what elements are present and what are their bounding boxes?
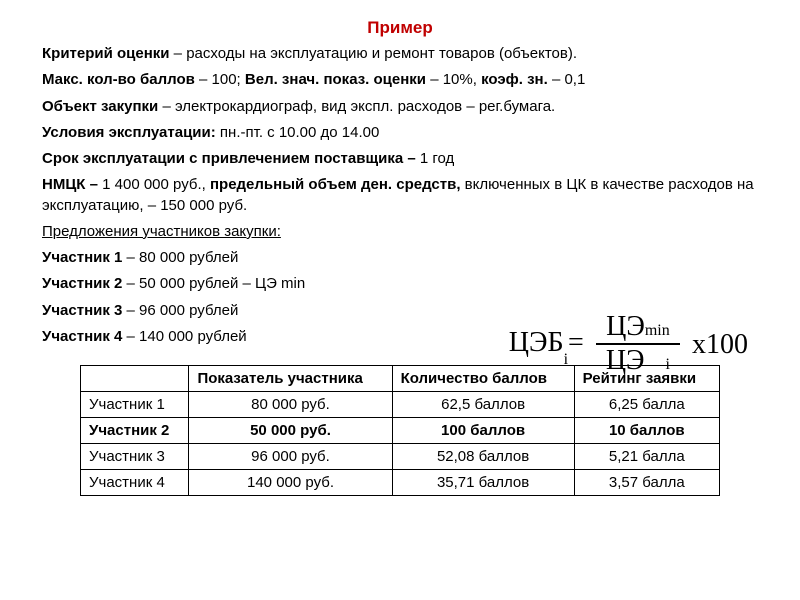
term-text: 1 год xyxy=(416,150,455,167)
formula-den-sub: i xyxy=(666,356,670,373)
participant-3-value: – 96 000 рублей xyxy=(122,302,238,319)
participant-2: Участник 2 – 50 000 рублей – ЦЭ min xyxy=(42,274,758,294)
term-line: Срок эксплуатации с привлечением поставщ… xyxy=(42,149,758,169)
formula-lhs-main: ЦЭБ xyxy=(509,327,564,358)
participant-4-value: – 140 000 рублей xyxy=(122,328,246,345)
nmck-line: НМЦК – 1 400 000 руб., предельный объем … xyxy=(42,175,758,216)
term-label: Срок эксплуатации с привлечением поставщ… xyxy=(42,150,416,167)
cell-points: 62,5 баллов xyxy=(392,392,574,418)
formula-fraction: ЦЭmin ЦЭ i xyxy=(596,313,680,377)
table-row: Участник 180 000 руб.62,5 баллов6,25 бал… xyxy=(81,392,720,418)
cell-name: Участник 1 xyxy=(81,392,189,418)
formula-num-main: ЦЭ xyxy=(606,311,645,342)
criterion-label: Критерий оценки xyxy=(42,45,170,62)
nmck-value: 1 400 000 руб., xyxy=(98,176,210,193)
page: Пример Критерий оценки – расходы на эксп… xyxy=(0,0,800,496)
cell-name: Участник 4 xyxy=(81,470,189,496)
formula-denominator: ЦЭ i xyxy=(596,345,680,377)
formula-num-sub: min xyxy=(645,322,670,339)
participant-1-value: – 80 000 рублей xyxy=(122,249,238,266)
cell-rating: 5,21 балла xyxy=(574,444,719,470)
title: Пример xyxy=(42,18,758,38)
cell-rating: 6,25 балла xyxy=(574,392,719,418)
formula-lhs-sub: i xyxy=(564,351,568,368)
offers-title: Предложения участников закупки: xyxy=(42,222,758,242)
participant-3-label: Участник 3 xyxy=(42,302,122,319)
limit-label: предельный объем ден. средств, xyxy=(210,176,461,193)
criterion-text: – расходы на эксплуатацию и ремонт товар… xyxy=(170,45,578,62)
formula-lhs: ЦЭБi= xyxy=(509,327,588,363)
cell-indicator: 140 000 руб. xyxy=(189,470,392,496)
table-row: Участник 396 000 руб.52,08 баллов5,21 ба… xyxy=(81,444,720,470)
table-row: Участник 4140 000 руб.35,71 баллов3,57 б… xyxy=(81,470,720,496)
nmck-label: НМЦК – xyxy=(42,176,98,193)
col-indicator: Показатель участника xyxy=(189,366,392,392)
table-body: Участник 180 000 руб.62,5 баллов6,25 бал… xyxy=(81,392,720,496)
cell-name: Участник 3 xyxy=(81,444,189,470)
object-label: Объект закупки xyxy=(42,98,158,115)
cell-rating: 3,57 балла xyxy=(574,470,719,496)
formula-den-main: ЦЭ xyxy=(606,345,645,376)
weight-label: Вел. знач. показ. оценки xyxy=(245,71,426,88)
weight-value: – 10%, xyxy=(426,71,481,88)
cell-rating: 10 баллов xyxy=(574,418,719,444)
results-table: Показатель участника Количество баллов Р… xyxy=(80,365,720,496)
participant-1: Участник 1 – 80 000 рублей xyxy=(42,248,758,268)
formula-numerator: ЦЭmin xyxy=(596,313,680,345)
formula: ЦЭБi= ЦЭmin ЦЭ i х100 xyxy=(509,313,748,377)
participant-1-label: Участник 1 xyxy=(42,249,122,266)
conditions-text: пн.-пт. с 10.00 до 14.00 xyxy=(216,124,380,141)
max-points-label: Макс. кол-во баллов xyxy=(42,71,195,88)
col-empty xyxy=(81,366,189,392)
cell-points: 35,71 баллов xyxy=(392,470,574,496)
coef-value: – 0,1 xyxy=(548,71,586,88)
coef-label: коэф. зн. xyxy=(481,71,548,88)
cell-indicator: 80 000 руб. xyxy=(189,392,392,418)
object-line: Объект закупки – электрокардиограф, вид … xyxy=(42,97,758,117)
object-text: – электрокардиограф, вид экспл. расходов… xyxy=(158,98,555,115)
max-points-value: – 100; xyxy=(195,71,245,88)
scoring-line: Макс. кол-во баллов – 100; Вел. знач. по… xyxy=(42,70,758,90)
cell-indicator: 50 000 руб. xyxy=(189,418,392,444)
table-row: Участник 250 000 руб.100 баллов10 баллов xyxy=(81,418,720,444)
cell-name: Участник 2 xyxy=(81,418,189,444)
criterion-line: Критерий оценки – расходы на эксплуатаци… xyxy=(42,44,758,64)
formula-tail: х100 xyxy=(688,329,748,361)
conditions-label: Условия эксплуатации: xyxy=(42,124,216,141)
formula-eq: = xyxy=(568,327,584,358)
conditions-line: Условия эксплуатации: пн.-пт. с 10.00 до… xyxy=(42,123,758,143)
cell-indicator: 96 000 руб. xyxy=(189,444,392,470)
participant-2-value: – 50 000 рублей – ЦЭ min xyxy=(122,275,305,292)
cell-points: 100 баллов xyxy=(392,418,574,444)
offers-title-text: Предложения участников закупки: xyxy=(42,223,281,240)
participant-2-label: Участник 2 xyxy=(42,275,122,292)
participant-4-label: Участник 4 xyxy=(42,328,122,345)
cell-points: 52,08 баллов xyxy=(392,444,574,470)
